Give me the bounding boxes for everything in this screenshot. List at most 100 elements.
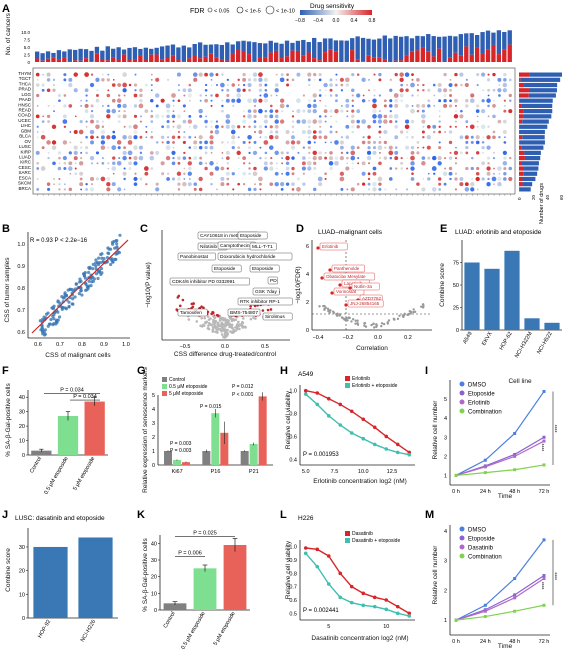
dot-cell	[101, 161, 105, 165]
panel-m: M Relative cell number Time	[425, 509, 512, 650]
dot-cell	[221, 151, 224, 154]
y-tick: 1.0	[17, 242, 25, 248]
panel-g: G Relative expression of senescence mark…	[137, 365, 149, 493]
dot-cell	[281, 110, 284, 113]
dot-cell	[453, 150, 459, 156]
dot-cell	[46, 182, 51, 186]
dot-cell	[117, 83, 122, 87]
dot-cell	[41, 83, 45, 87]
dot-cell	[443, 94, 447, 97]
dot-cell	[90, 140, 95, 145]
dot-cell	[192, 124, 198, 130]
dot-cell	[394, 120, 398, 123]
dot-cell	[448, 171, 453, 176]
dot-cell	[138, 145, 143, 150]
dot-cell	[324, 156, 328, 160]
dot-cell	[339, 171, 345, 176]
right-bar-blue	[521, 145, 544, 150]
top-bar-red	[268, 52, 273, 62]
dot-cell	[178, 84, 180, 86]
dot-cell	[269, 161, 273, 165]
dot-cell	[421, 187, 426, 192]
scatter-point	[199, 324, 202, 328]
scatter-point	[213, 324, 216, 327]
right-bar-blue	[524, 155, 541, 161]
dot-cell	[493, 183, 495, 186]
cancer-label: ESCA	[19, 175, 31, 180]
top-bar-red	[203, 56, 208, 62]
panel-e-label: E	[440, 223, 447, 235]
bar	[84, 401, 105, 455]
dot-cell	[455, 146, 457, 149]
top-bar-blue	[51, 52, 56, 58]
scatter-point	[73, 295, 77, 299]
dot-cell	[165, 145, 171, 151]
scatter-point	[373, 326, 376, 329]
dot-cell	[476, 73, 480, 77]
dot-cell	[264, 83, 268, 87]
top-bar-blue	[426, 34, 431, 52]
dot-cell	[84, 103, 89, 108]
dot-cell	[150, 73, 153, 76]
dot-cell	[199, 114, 203, 118]
dot-cell	[101, 125, 105, 129]
fdr-mid-dot-icon	[236, 6, 244, 14]
dot-cell	[438, 120, 441, 123]
dot-cell	[144, 171, 149, 176]
dot-cell	[438, 141, 441, 144]
dot-cell	[454, 72, 458, 77]
scatter-point	[351, 317, 355, 321]
dot-cell	[367, 182, 371, 186]
data-point	[303, 388, 308, 393]
dot-cell	[432, 130, 436, 134]
dot-cell	[63, 94, 67, 97]
right-bar-blue	[523, 171, 538, 176]
dot-cell	[393, 114, 399, 119]
dot-cell	[122, 88, 127, 93]
dot-cell	[312, 109, 317, 114]
data-point	[384, 598, 389, 602]
dot-cell	[404, 124, 410, 130]
data-point	[338, 571, 343, 576]
panel-e-ylabel: Combine score	[439, 263, 446, 307]
scatter-point	[78, 277, 82, 281]
dot-cell	[503, 177, 507, 181]
dot-cell	[454, 157, 457, 160]
dot-cell	[280, 73, 284, 77]
panel-h-xlabel: Erlotinib concentration log2 (nM)	[313, 478, 407, 485]
dot-cell	[254, 183, 256, 186]
scatter-point	[51, 307, 56, 311]
dot-cell	[345, 166, 350, 171]
dot-cell	[80, 156, 83, 160]
dot-cell	[308, 135, 311, 139]
dot-cell	[351, 99, 354, 102]
dot-cell	[192, 72, 198, 77]
dot-cell	[400, 157, 403, 160]
legend-swatch	[459, 381, 465, 387]
dot-cell	[378, 110, 382, 113]
dot-cell	[422, 136, 425, 139]
dot-cell	[221, 99, 224, 102]
top-bar-red	[366, 55, 371, 62]
fdr-small-dot-icon	[207, 7, 213, 13]
dot-cell	[183, 167, 186, 170]
top-bar-red	[192, 55, 197, 62]
dot-cell	[486, 166, 491, 171]
callout-label: Obatoclax Mesylate	[326, 274, 366, 279]
data-point	[407, 611, 412, 616]
dot-cell	[85, 135, 88, 139]
top-bar-red	[165, 58, 170, 62]
dot-cell	[225, 150, 230, 155]
dot-cell	[324, 120, 327, 123]
data-point	[483, 603, 487, 607]
dot-cell	[438, 188, 441, 191]
callout-box	[217, 252, 293, 261]
dot-cell	[274, 114, 279, 119]
scatter-point	[335, 312, 338, 316]
top-bar-blue	[355, 36, 360, 60]
data-point	[542, 538, 546, 542]
y-tick-label: 0.7	[289, 585, 297, 591]
dot-cell	[438, 182, 442, 186]
dot-cell	[210, 104, 213, 107]
